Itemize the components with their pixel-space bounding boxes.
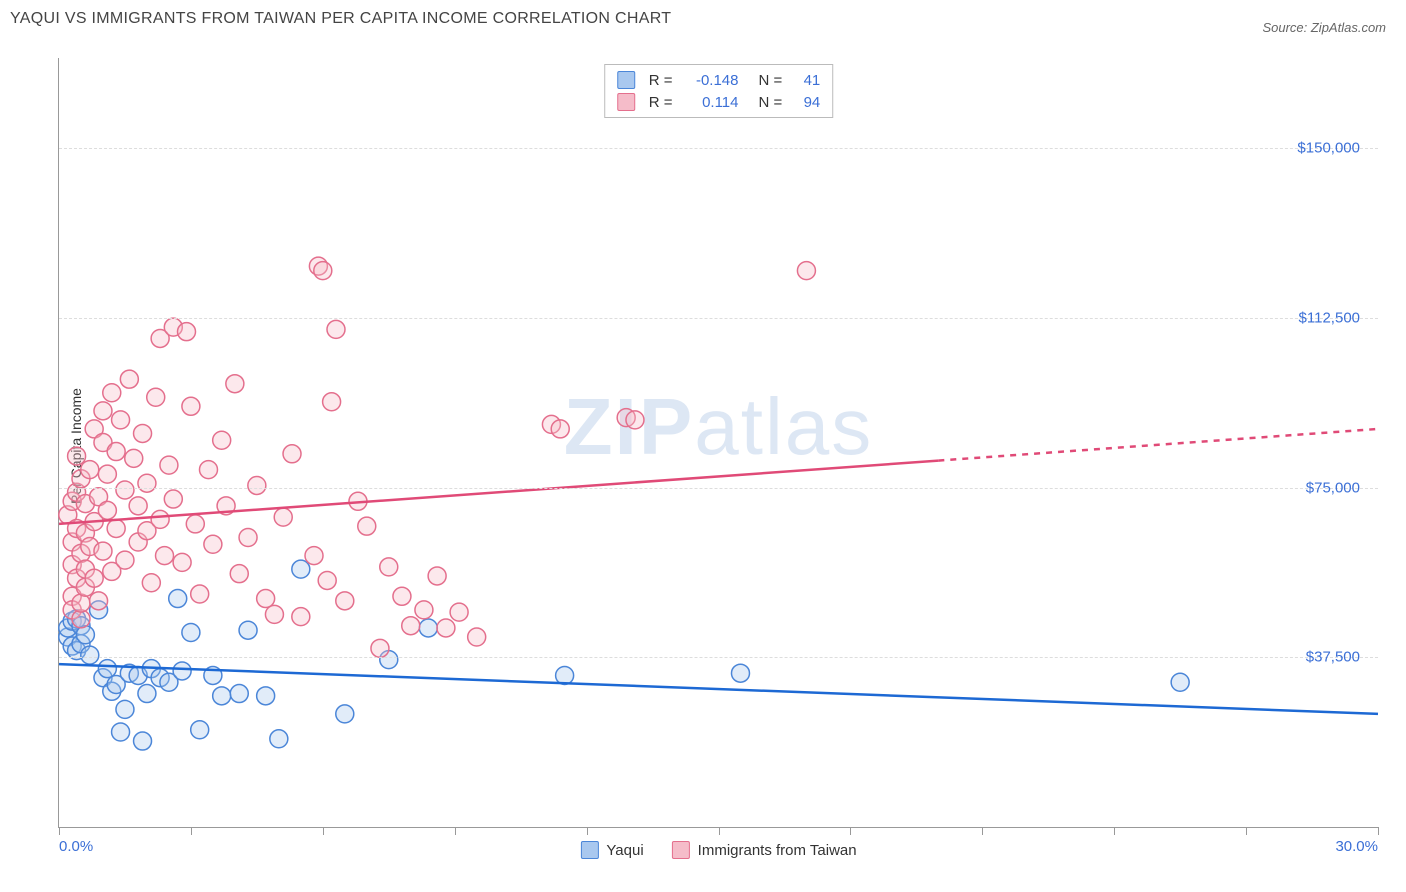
x-tick-label: 30.0%: [1335, 838, 1378, 855]
legend-label: Immigrants from Taiwan: [698, 842, 857, 859]
source-label: Source: ZipAtlas.com: [1262, 20, 1386, 35]
correlation-chart: YAQUI VS IMMIGRANTS FROM TAIWAN PER CAPI…: [10, 10, 1396, 882]
scatter-plot-svg: [59, 58, 1378, 827]
swatch-icon: [580, 841, 598, 859]
legend-series: Yaqui Immigrants from Taiwan: [580, 841, 856, 859]
legend-label: Yaqui: [606, 842, 643, 859]
y-tick-label: $112,500: [1299, 310, 1360, 327]
swatch-icon: [672, 841, 690, 859]
x-tick-label: 0.0%: [59, 838, 93, 855]
y-tick-label: $37,500: [1306, 649, 1360, 666]
plot-area: R = -0.148 N = 41 R = 0.114 N = 94 ZIPat…: [58, 58, 1378, 828]
legend-item: Yaqui: [580, 841, 643, 859]
y-tick-label: $150,000: [1297, 140, 1360, 157]
chart-title: YAQUI VS IMMIGRANTS FROM TAIWAN PER CAPI…: [10, 10, 1396, 28]
y-tick-label: $75,000: [1306, 479, 1360, 496]
legend-item: Immigrants from Taiwan: [672, 841, 857, 859]
